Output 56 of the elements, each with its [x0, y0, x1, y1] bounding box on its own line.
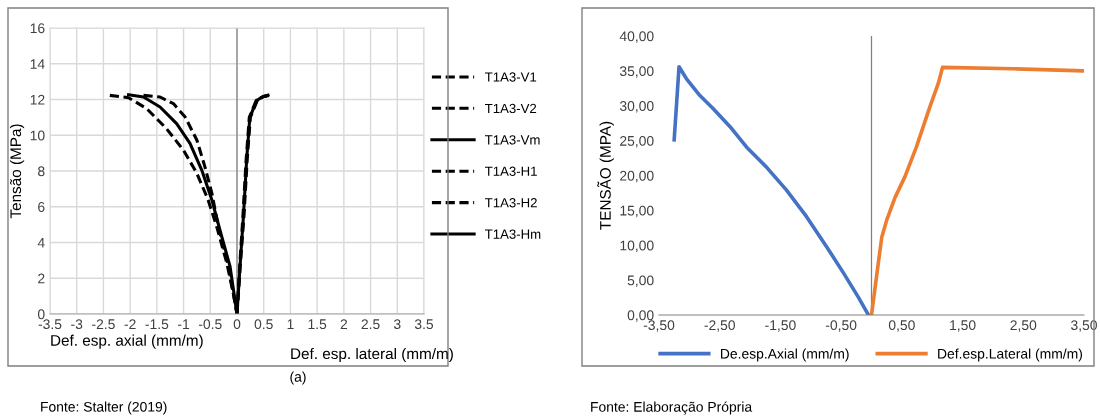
y-axis-title: Tensão (MPa)	[9, 124, 25, 219]
y-tick-label: 30,00	[619, 101, 654, 113]
y-tick-label: 35,00	[619, 66, 654, 78]
x-tick-label: -1,50	[765, 320, 796, 332]
y-tick-label: 16	[30, 23, 45, 34]
x-tick-label: 1.5	[308, 319, 327, 330]
legend-label: T1A3-H2	[484, 198, 537, 208]
y-tick-label: 10	[30, 130, 45, 141]
y-tick-label: 14	[30, 59, 45, 69]
x-tick-label: 1	[287, 319, 294, 329]
y-tick-label: 40,00	[619, 31, 654, 43]
y-tick-label: 4	[37, 237, 45, 248]
source-note: Fonte: Stalter (2019)	[41, 401, 167, 415]
y-tick-label: 12	[30, 94, 45, 105]
y-tick-label: 5,00	[627, 275, 654, 287]
x-tick-label: -1.5	[145, 319, 169, 330]
x-tick-label: -0,50	[825, 320, 857, 332]
y-tick-label: 0	[37, 309, 45, 320]
x-tick-label: 3,50	[1071, 320, 1097, 332]
x-tick-label: 2.5	[361, 319, 380, 330]
legend-label: T1A3-H1	[484, 166, 537, 176]
x-axis-title: Def. esp. axial (mm/m)	[51, 334, 203, 349]
x-tick-label: 3	[393, 319, 401, 330]
x-tick-label: -2,50	[704, 320, 735, 332]
legend-label: T1A3-V2	[484, 103, 537, 114]
y-tick-label: 15,00	[620, 205, 654, 218]
legend-label: T1A3-V1	[484, 72, 537, 82]
y-tick-label: 10,00	[620, 240, 654, 253]
text: (a)	[290, 371, 306, 385]
x-tick-label: -1	[178, 319, 190, 329]
x-tick-label: -3,50	[643, 320, 675, 332]
y-tick-label: 20,00	[620, 170, 654, 183]
x-tick-label: -2	[124, 319, 136, 329]
x-tick-label: -3.5	[38, 319, 62, 330]
x-tick-label: 1,50	[950, 320, 976, 332]
x-tick-label: -3	[71, 319, 83, 330]
x-tick-label: 0	[233, 319, 241, 330]
y-tick-label: 6	[38, 202, 45, 212]
text: Def. esp. lateral (mm/m)	[291, 347, 453, 363]
x-tick-label: -2.5	[92, 319, 115, 330]
y-tick-label: 8	[38, 166, 45, 177]
y-tick-label: 0,00	[627, 310, 654, 322]
x-tick-label: 2	[340, 319, 348, 329]
legend-label: Def.esp.Lateral (mm/m)	[938, 348, 1083, 362]
legend-label: T1A3-Hm	[484, 229, 541, 239]
y-axis-title: TENSÃO (MPA)	[597, 121, 614, 230]
x-tick-label: -0.5	[198, 319, 222, 330]
y-tick-label: 2	[38, 273, 45, 284]
legend-label: T1A3-Vm	[484, 135, 540, 145]
x-tick-label: 0,50	[888, 320, 915, 332]
y-tick-label: 25,00	[620, 135, 654, 148]
legend-label: De.esp.Axial (mm/m)	[721, 348, 849, 362]
x-tick-label: 0.5	[254, 319, 273, 330]
source-note: Fonte: Elaboração Própria	[591, 401, 753, 415]
x-tick-label: 2,50	[1010, 320, 1037, 332]
x-tick-label: 3.5	[414, 319, 434, 330]
